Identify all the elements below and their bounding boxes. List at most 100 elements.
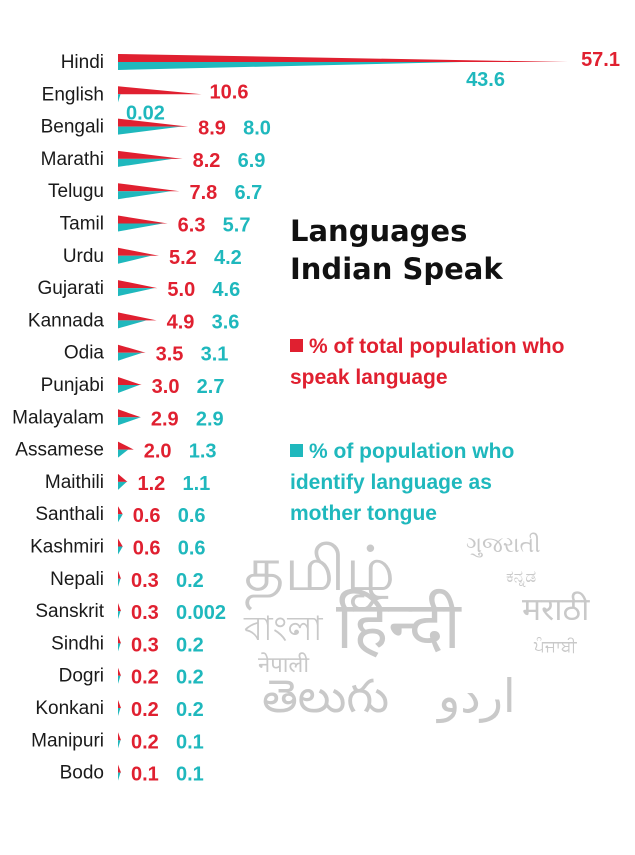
population-bar	[118, 570, 121, 579]
population-value: 5.2	[169, 247, 197, 269]
population-bar	[118, 538, 123, 547]
mother-tongue-value: 0.1	[176, 731, 204, 753]
population-value: 0.3	[131, 602, 159, 624]
population-value: 3.0	[152, 376, 180, 398]
population-bar	[118, 280, 158, 289]
mother-tongue-value: 2.7	[197, 376, 225, 398]
population-bar	[118, 344, 146, 353]
script-watermark: தமிழ் ગુજરાતી ಕನ್ನಡ বাংলা हिन्दी मराठी ਪੰਜਾਬੀ न…	[243, 532, 590, 724]
watermark-word: বাংলা	[243, 609, 324, 649]
population-value: 0.2	[131, 731, 159, 753]
legend-mother-tongue: % of population who identify language as…	[290, 405, 625, 529]
legend-mother-tongue-text: % of population who identify language as…	[290, 440, 515, 525]
mother-tongue-bar	[118, 62, 462, 70]
language-label: Manipuri	[31, 730, 104, 751]
mother-tongue-value: 5.7	[223, 215, 251, 237]
language-label: Nepali	[50, 569, 104, 590]
mother-tongue-bar	[118, 546, 123, 555]
mother-tongue-value: 1.1	[182, 473, 210, 495]
population-bar	[118, 312, 157, 321]
watermark-word: नेपाली	[258, 652, 309, 678]
population-bar	[118, 118, 189, 127]
mother-tongue-bar	[118, 772, 121, 781]
watermark-word: ગુજરાતી	[466, 533, 541, 558]
watermark-word: اردو	[436, 669, 516, 724]
population-bar	[118, 377, 142, 385]
mother-tongue-value: 2.9	[196, 408, 224, 430]
population-bar	[118, 700, 121, 708]
language-label: Malayalam	[12, 407, 104, 428]
mother-tongue-value: 1.3	[189, 441, 217, 463]
population-bar	[118, 183, 180, 192]
language-label: Hindi	[61, 52, 104, 73]
language-label: Punjabi	[41, 375, 104, 396]
population-bar	[118, 764, 121, 773]
mother-tongue-bar	[118, 740, 121, 749]
population-value: 1.2	[137, 473, 165, 495]
language-label: Bodo	[60, 763, 104, 784]
population-value: 0.3	[131, 634, 159, 656]
watermark-word: తెలుగు	[262, 669, 389, 723]
watermark-word: ਪੰਜਾਬੀ	[533, 637, 578, 657]
mother-tongue-value: 6.9	[238, 150, 266, 172]
population-bar	[118, 409, 141, 418]
mother-tongue-bar	[118, 94, 121, 103]
mother-tongue-value: 3.6	[212, 311, 240, 333]
population-bar	[118, 635, 121, 644]
population-value: 0.6	[133, 538, 161, 560]
mother-tongue-value: 4.2	[214, 247, 242, 269]
mother-tongue-value: 0.1	[176, 764, 204, 786]
population-bar	[118, 441, 134, 450]
language-label: Urdu	[63, 246, 104, 267]
language-label: Konkani	[35, 698, 104, 719]
population-value: 0.1	[131, 764, 159, 786]
population-value: 8.2	[193, 150, 221, 172]
mother-tongue-bar	[118, 158, 173, 167]
population-bar	[118, 667, 121, 676]
language-label: Assamese	[15, 440, 104, 461]
language-label: Odia	[64, 343, 105, 364]
population-value: 4.9	[167, 311, 195, 333]
population-bar	[118, 732, 121, 741]
population-value: 2.9	[151, 408, 179, 430]
mother-tongue-bar	[118, 611, 121, 620]
language-label: Maithili	[45, 472, 104, 493]
population-value: 5.0	[167, 279, 195, 301]
mother-tongue-bar	[118, 643, 121, 652]
square-marker-icon	[290, 339, 303, 352]
population-value: 0.6	[133, 505, 161, 527]
mother-tongue-bar	[118, 481, 127, 490]
language-label: Tamil	[60, 214, 104, 235]
mother-tongue-bar	[118, 385, 140, 393]
language-label: Kannada	[28, 310, 105, 331]
legend-population: % of total population who speak language	[290, 300, 625, 393]
mother-tongue-bar	[118, 449, 129, 458]
population-value: 6.3	[178, 215, 206, 237]
watermark-word: ಕನ್ನಡ	[506, 567, 536, 587]
language-label: Gujarati	[37, 278, 104, 299]
mother-tongue-bar	[118, 417, 141, 426]
language-label: Kashmiri	[30, 537, 104, 558]
language-label: Sanskrit	[35, 601, 104, 622]
mother-tongue-value: 6.7	[234, 182, 262, 204]
mother-tongue-value: 0.02	[126, 102, 165, 124]
mother-tongue-value: 4.6	[212, 279, 240, 301]
mother-tongue-value: 0.6	[178, 505, 206, 527]
population-bar	[118, 247, 159, 256]
mother-tongue-value: 0.2	[176, 570, 204, 592]
legend-population-text: % of total population who speak language	[290, 335, 565, 389]
mother-tongue-bar	[118, 352, 143, 361]
population-bar	[118, 54, 568, 62]
population-value: 0.2	[131, 667, 159, 689]
population-value: 3.5	[156, 344, 184, 366]
mother-tongue-bar	[118, 191, 171, 200]
mother-tongue-bar	[118, 255, 152, 264]
population-value: 0.2	[131, 699, 159, 721]
mother-tongue-value: 8.0	[243, 118, 271, 140]
mother-tongue-bar	[118, 675, 121, 684]
mother-tongue-bar	[118, 708, 121, 716]
square-marker-icon	[290, 444, 303, 457]
population-value: 7.8	[189, 182, 217, 204]
language-label: Telugu	[48, 181, 104, 202]
